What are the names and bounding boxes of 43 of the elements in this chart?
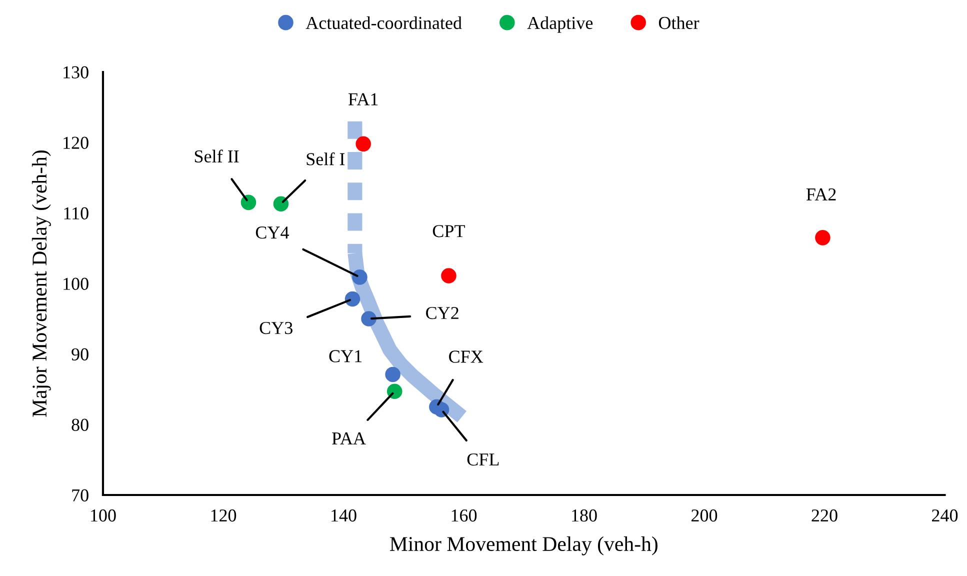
- point: [273, 196, 289, 212]
- annotation: CPT: [432, 225, 465, 238]
- x-axis-title: Minor Movement Delay (veh-h): [390, 536, 658, 556]
- annotation: FA2: [806, 188, 836, 200]
- y-tick-label: 70: [72, 489, 88, 502]
- point: [441, 268, 456, 284]
- y-tick-label: 120: [64, 136, 88, 149]
- y-tick-label: 100: [64, 278, 88, 290]
- point: [356, 136, 371, 152]
- x-tick-label: 140: [332, 509, 356, 522]
- point: [240, 194, 256, 210]
- annotation: CY4: [256, 226, 289, 239]
- annotation: Self II: [194, 150, 239, 163]
- annotation: CY1: [329, 350, 362, 362]
- annotation: CFX: [449, 350, 484, 363]
- x-tick-label: 120: [211, 509, 236, 522]
- y-tick-label: 80: [72, 418, 88, 431]
- annotation: Self I: [306, 152, 345, 166]
- point: [386, 384, 402, 400]
- x-tick-label: 220: [812, 509, 838, 522]
- annotation: CY3: [260, 322, 292, 334]
- y-tick-label: 130: [64, 66, 88, 78]
- annotation: CY2: [426, 306, 458, 320]
- x-tick-label: 200: [692, 509, 718, 522]
- y-tick-label: 90: [72, 348, 88, 360]
- y-tick-label: 110: [64, 207, 88, 220]
- x-tick-label: 100: [91, 509, 116, 522]
- legend-label: Other: [658, 16, 700, 30]
- legend-label: Actuated-coordinated: [306, 16, 462, 30]
- x-tick-label: 180: [572, 509, 597, 522]
- point: [434, 402, 450, 418]
- x-tick-label: 160: [452, 509, 477, 522]
- point: [385, 366, 400, 382]
- point: [815, 230, 830, 246]
- legend-label: Adaptive: [527, 16, 593, 33]
- annotation: CFL: [467, 453, 499, 466]
- y-axis-title: Major Movement Delay (veh-h): [32, 150, 51, 417]
- point: [352, 270, 368, 285]
- x-tick-label: 240: [932, 509, 958, 522]
- point: [344, 291, 360, 307]
- annotation: FA1: [348, 93, 378, 106]
- annotation: PAA: [332, 432, 366, 444]
- point: [361, 311, 376, 326]
